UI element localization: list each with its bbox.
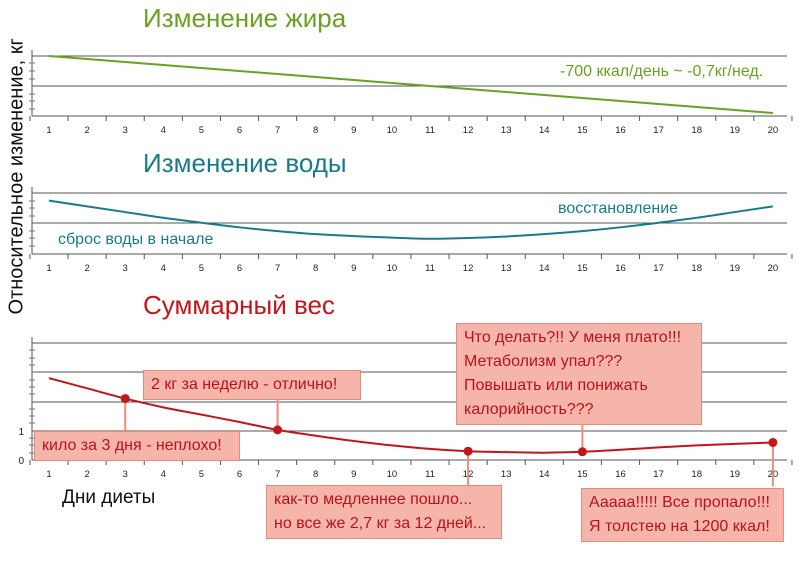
water-x-tick-label: 15 <box>577 263 588 274</box>
total-y-tick-label: 1 <box>18 427 24 438</box>
total-x-tick-label: 6 <box>237 469 242 480</box>
fat-x-tick-label: 16 <box>615 125 626 136</box>
total-x-tick-label: 5 <box>199 469 204 480</box>
water-x-tick-label: 10 <box>387 263 398 274</box>
water-x-tick-label: 16 <box>615 263 626 274</box>
total-x-tick-label: 3 <box>123 469 128 480</box>
water-x-tick-label: 7 <box>275 263 280 274</box>
total-data-marker <box>273 425 283 435</box>
fat-x-tick-label: 13 <box>501 125 512 136</box>
total-data-marker <box>120 394 130 404</box>
fat-x-tick-label: 9 <box>351 125 356 136</box>
water-x-tick-label: 12 <box>463 263 474 274</box>
total-x-tick-label: 17 <box>653 469 664 480</box>
water-x-tick-label: 2 <box>84 263 89 274</box>
fat-change-panel: 1 2 3 4 5 6 7 8 9 10 11 12 13 14 15 16 17 18 19 20 <box>29 50 793 136</box>
water-x-tick-label: 11 <box>425 263 435 274</box>
total-x-tick-label: 9 <box>351 469 356 480</box>
fat-rate-annotation: -700 ккал/день ~ -0,7кг/нед. <box>560 63 764 80</box>
total-y-tick-label: 0 <box>18 456 24 467</box>
fat-x-tick-label: 5 <box>199 125 204 136</box>
fat-series-line <box>48 55 773 114</box>
fat-x-tick-label: 7 <box>275 125 280 136</box>
fat-x-tick-label: 18 <box>691 125 702 136</box>
fat-x-tick-label: 6 <box>237 125 242 136</box>
water-series-line <box>48 199 774 240</box>
fat-x-tick-label: 4 <box>161 125 166 136</box>
water-x-tick-label: 1 <box>46 263 51 274</box>
total-data-marker <box>577 447 587 457</box>
fat-x-tick-label: 15 <box>577 125 588 136</box>
total-x-tick-label: 16 <box>615 469 626 480</box>
total-x-tick-label: 8 <box>313 469 318 480</box>
fat-x-tick-label: 2 <box>84 125 89 136</box>
fat-x-tick-label: 20 <box>768 125 779 136</box>
callout-2kg-week: 2 кг за неделю - отлично! <box>143 370 361 400</box>
fat-panel-title: Изменение жира <box>143 3 347 33</box>
water-x-tick-label: 5 <box>199 263 204 274</box>
total-x-tick-label: 11 <box>425 469 435 480</box>
total-data-marker <box>768 437 778 447</box>
water-panel-title: Изменение воды <box>143 148 347 178</box>
fat-x-tick-label: 12 <box>463 125 474 136</box>
water-x-tick-label: 4 <box>161 263 166 274</box>
water-x-tick-label: 13 <box>501 263 512 274</box>
x-axis-label: Дни диеты <box>62 487 156 508</box>
water-change-panel: 1 2 3 4 5 6 7 8 9 10 11 12 13 14 15 16 17 18 19 20 <box>29 187 793 274</box>
fat-x-tick-label: 11 <box>425 125 435 136</box>
water-x-tick-label: 6 <box>237 263 242 274</box>
water-x-tick-label: 14 <box>539 263 550 274</box>
fat-x-tick-label: 8 <box>313 125 318 136</box>
total-x-tick-label: 13 <box>501 469 512 480</box>
total-x-tick-label: 10 <box>387 469 398 480</box>
water-x-tick-label: 3 <box>123 263 128 274</box>
total-x-tick-label: 4 <box>161 469 166 480</box>
fat-x-tick-label: 3 <box>123 125 128 136</box>
water-x-tick-label: 17 <box>653 263 664 274</box>
y-axis-label: Относительное изменение, кг <box>5 38 28 315</box>
fat-x-tick-label: 1 <box>46 125 51 136</box>
total-x-tick-label: 14 <box>539 469 550 480</box>
fat-x-tick-label: 19 <box>730 125 741 136</box>
water-x-tick-label: 18 <box>691 263 702 274</box>
total-x-tick-label: 7 <box>275 469 280 480</box>
water-x-tick-label: 19 <box>730 263 741 274</box>
fat-x-tick-label: 17 <box>653 125 664 136</box>
fat-x-tick-label: 14 <box>539 125 550 136</box>
water-x-tick-label: 20 <box>768 263 779 274</box>
water-recovery-annotation: восстановление <box>558 200 679 217</box>
total-x-tick-label: 18 <box>691 469 702 480</box>
total-series-line <box>48 377 773 454</box>
fat-x-tick-label: 10 <box>387 125 398 136</box>
callout-plateau: Что делать?!! У меня плато!!! Метаболизм… <box>456 323 702 425</box>
water-x-tick-label: 8 <box>313 263 318 274</box>
total-data-marker <box>463 446 473 456</box>
total-x-tick-label: 15 <box>577 469 588 480</box>
callout-kilo-3-days: кило за 3 дня - неплохо! <box>34 431 240 461</box>
total-x-tick-label: 1 <box>46 469 51 480</box>
total-panel-title: Суммарный вес <box>143 290 335 320</box>
callout-slower: как-то медленнее пошло... но все же 2,7 … <box>266 485 502 539</box>
water-drop-annotation: сброс воды в начале <box>58 231 214 248</box>
total-x-tick-label: 2 <box>84 469 89 480</box>
callout-gained: Ааааа!!!!! Все пропало!!! Я толстею на 1… <box>581 488 784 542</box>
water-x-tick-label: 9 <box>351 263 356 274</box>
total-x-tick-label: 19 <box>730 469 741 480</box>
